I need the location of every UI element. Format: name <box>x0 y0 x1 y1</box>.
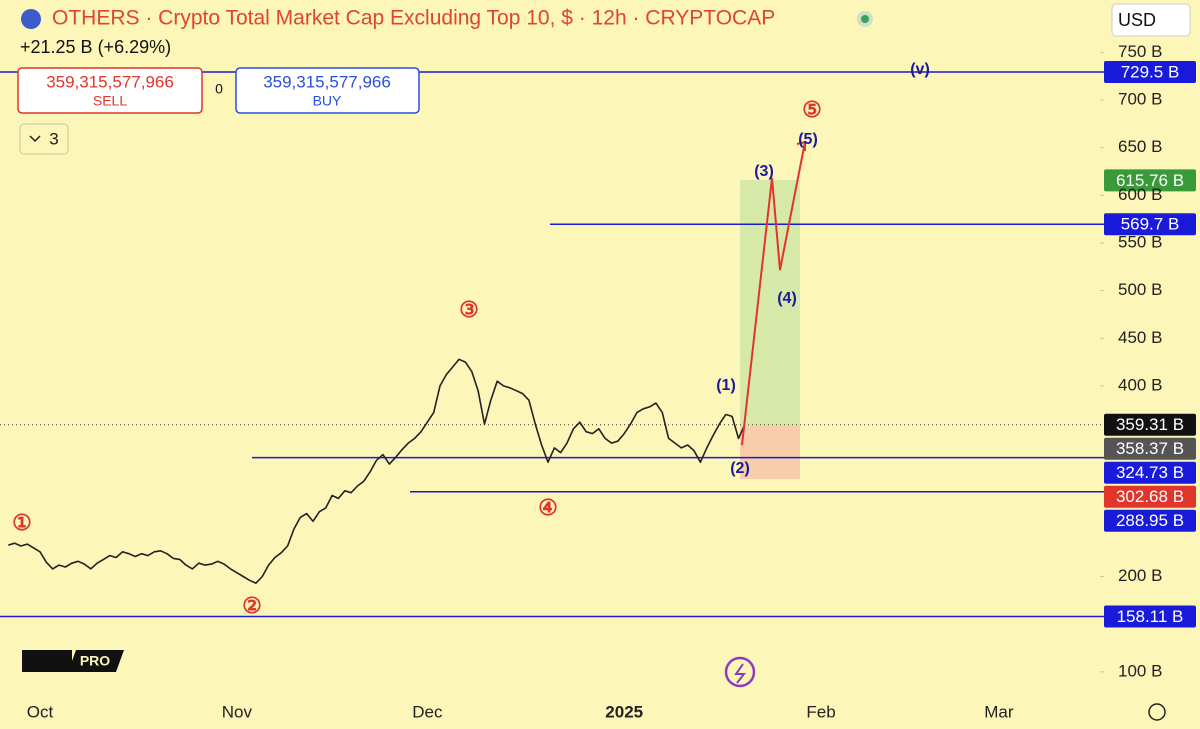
wave-label: ⑤ <box>802 97 822 122</box>
wave-label: (2) <box>730 460 750 477</box>
loss-zone <box>740 426 800 479</box>
currency-button[interactable] <box>1111 3 1191 37</box>
chart-title: OTHERS · Crypto Total Market Cap Excludi… <box>52 7 775 30</box>
price-tag <box>1104 461 1196 484</box>
price-tag-label: 729.5 B <box>1121 62 1180 81</box>
symbol-icon <box>21 9 41 29</box>
wave-label: (3) <box>754 163 774 180</box>
indicator-toggle[interactable] <box>19 123 69 155</box>
y-tick-label: 650 B <box>1118 137 1162 156</box>
bolt <box>734 663 747 684</box>
sell-label: SELL <box>93 93 127 109</box>
price-tag-label: 158.11 B <box>1117 607 1184 626</box>
price-tag <box>1104 60 1196 83</box>
y-tick-label: 700 B <box>1118 90 1162 109</box>
projection-arrow <box>796 140 806 151</box>
logo-badge <box>68 650 124 672</box>
price-tag-label: 324.73 B <box>1116 463 1184 482</box>
price-tag-label: 302.68 B <box>1116 487 1184 506</box>
x-tick-label: Mar <box>984 702 1014 721</box>
price-tag <box>1104 509 1196 532</box>
wave-label: (1) <box>716 377 736 394</box>
wave-label: ② <box>242 593 262 618</box>
price-tag <box>1104 485 1196 508</box>
price-line <box>8 358 746 584</box>
chevron <box>29 135 41 143</box>
y-tick-label: 450 B <box>1118 328 1162 347</box>
spread: 0 <box>215 81 223 97</box>
price-tag <box>1104 413 1196 436</box>
status-dot <box>861 15 869 23</box>
buy-label: BUY <box>313 93 342 109</box>
wave-label: (4) <box>777 290 797 307</box>
logo-mark <box>22 650 72 672</box>
y-tick-label: 100 B <box>1118 661 1162 680</box>
x-tick-label: Feb <box>806 702 835 721</box>
y-tick-label: 400 B <box>1118 375 1162 394</box>
news-icon[interactable] <box>724 656 756 688</box>
price-tag-label: 288.95 B <box>1116 511 1184 530</box>
y-tick-label: 500 B <box>1118 280 1162 299</box>
y-tick-label: 550 B <box>1118 232 1162 251</box>
price-change: +21.25 B (+6.29%) <box>20 37 171 57</box>
indicator-count: 3 <box>49 129 58 148</box>
wave-projection <box>741 141 806 446</box>
price-tag <box>1104 213 1196 236</box>
wave-label: ① <box>12 510 32 535</box>
price-tag <box>1104 605 1196 628</box>
y-tick-label: 750 B <box>1118 42 1162 61</box>
wave-label: ④ <box>538 495 558 520</box>
x-tick-label: Dec <box>412 702 443 721</box>
currency: USD <box>1118 10 1156 30</box>
x-tick-label: Oct <box>27 702 54 721</box>
settings-icon[interactable] <box>1148 703 1166 721</box>
wave-label: (5) <box>798 131 818 148</box>
wave-label: ③ <box>459 297 479 322</box>
buy-price: 359,315,577,966 <box>263 72 391 91</box>
price-tag <box>1104 437 1196 460</box>
sell-price: 359,315,577,966 <box>46 72 174 91</box>
x-tick-label: Nov <box>222 702 253 721</box>
y-tick-label: 600 B <box>1118 185 1162 204</box>
logo-text: PRO <box>80 653 110 669</box>
sell-button[interactable] <box>17 67 203 114</box>
price-tag-label: 358.37 B <box>1116 439 1184 458</box>
price-tag-label: 615.76 B <box>1116 171 1184 190</box>
y-tick-label: 200 B <box>1118 566 1162 585</box>
price-tag-label: 359.31 B <box>1116 415 1184 434</box>
x-tick-label: 2025 <box>605 702 643 721</box>
price-tag-label: 569.7 B <box>1121 215 1180 234</box>
wave-label: (v) <box>910 61 930 78</box>
price-tag <box>1104 169 1196 192</box>
buy-button[interactable] <box>235 67 420 114</box>
